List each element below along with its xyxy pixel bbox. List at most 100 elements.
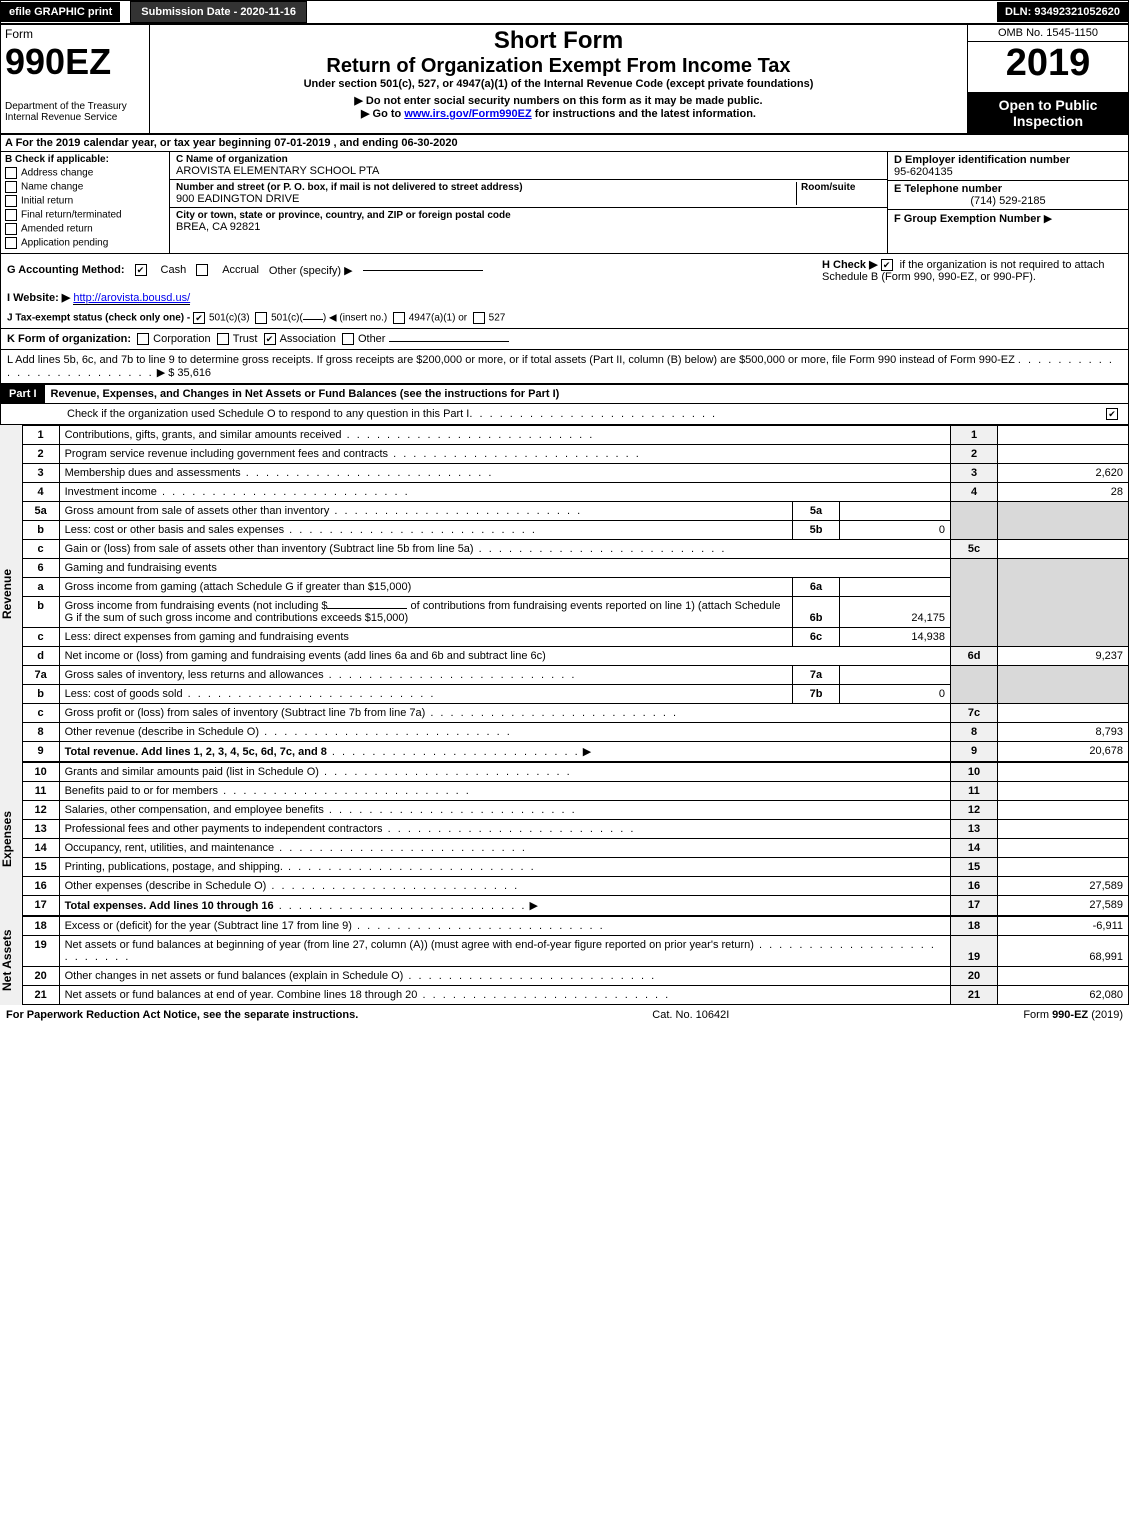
chk-schedule-o[interactable] (1106, 408, 1118, 420)
chk-accrual[interactable] (196, 264, 208, 276)
chk-4947[interactable] (393, 312, 405, 324)
footer-right-c: (2019) (1088, 1009, 1123, 1021)
website-link[interactable]: http://arovista.bousd.us/ (73, 292, 190, 305)
line-desc: Gaming and fundraising events (59, 558, 950, 577)
section-g: G Accounting Method: Cash Accrual Other … (7, 258, 483, 283)
dots-icon (403, 970, 656, 982)
line-desc: Total revenue. Add lines 1, 2, 3, 4, 5c,… (65, 746, 327, 758)
line-num: b (22, 596, 59, 627)
dots-icon (474, 543, 727, 555)
submission-date: Submission Date - 2020-11-16 (130, 1, 307, 23)
title-goto: ▶ Go to www.irs.gov/Form990EZ for instru… (154, 107, 963, 120)
irs-link[interactable]: www.irs.gov/Form990EZ (404, 108, 531, 120)
lbl-final-return: Final return/terminated (21, 209, 122, 220)
org-city: BREA, CA 92821 (176, 221, 881, 233)
dots-icon (388, 448, 641, 460)
phone-value: (714) 529-2185 (894, 195, 1122, 207)
line-desc: Gross amount from sale of assets other t… (65, 505, 330, 517)
chk-initial-return[interactable] (5, 195, 17, 207)
line-desc: Gross profit or (loss) from sales of inv… (65, 707, 426, 719)
chk-association[interactable] (264, 333, 276, 345)
line-amt (998, 966, 1129, 985)
line-num: 18 (22, 916, 59, 935)
c-name-label: C Name of organization (176, 154, 881, 165)
line-box: 4 (951, 482, 998, 501)
line-num: 12 (22, 800, 59, 819)
501c-insert-input[interactable] (303, 319, 323, 320)
line-num: 8 (22, 722, 59, 741)
chk-cash[interactable] (135, 264, 147, 276)
lbl-4947: 4947(a)(1) or (409, 312, 467, 323)
dept-label: Department of the Treasury (5, 101, 145, 112)
chk-527[interactable] (473, 312, 485, 324)
chk-final-return[interactable] (5, 209, 17, 221)
chk-address-change[interactable] (5, 167, 17, 179)
lbl-amended-return: Amended return (21, 223, 93, 234)
lbl-other-specify: Other (specify) ▶ (269, 264, 353, 277)
netassets-vlabel: Net Assets (0, 916, 22, 1005)
part-1-header: Part I Revenue, Expenses, and Changes in… (0, 384, 1129, 404)
line-num: 3 (22, 463, 59, 482)
line-num: 19 (22, 935, 59, 966)
section-h: H Check ▶ if the organization is not req… (822, 258, 1122, 283)
line-num: 17 (22, 895, 59, 915)
line-box: 9 (951, 741, 998, 761)
dots-icon (183, 688, 436, 700)
footer-right: Form 990-EZ (2019) (1023, 1009, 1123, 1021)
line-num: d (22, 646, 59, 665)
line-desc: Other changes in net assets or fund bala… (65, 970, 404, 982)
dots-icon (417, 989, 670, 1001)
expenses-table: 10Grants and similar amounts paid (list … (22, 762, 1129, 916)
chk-501c[interactable] (255, 312, 267, 324)
top-bar: efile GRAPHIC print Submission Date - 20… (0, 0, 1129, 24)
footer-right-b: 990-EZ (1052, 1009, 1088, 1021)
line-num: 9 (22, 741, 59, 761)
line-desc: Membership dues and assessments (65, 467, 241, 479)
chk-application-pending[interactable] (5, 237, 17, 249)
line-amt: 28 (998, 482, 1129, 501)
org-name: AROVISTA ELEMENTARY SCHOOL PTA (176, 165, 881, 177)
line-num: 7a (22, 665, 59, 684)
line-box: 11 (951, 781, 998, 800)
line-box: 7c (951, 703, 998, 722)
line-desc: Other expenses (describe in Schedule O) (65, 880, 267, 892)
expenses-vlabel: Expenses (0, 762, 22, 916)
line-amt (998, 857, 1129, 876)
irs-label: Internal Revenue Service (5, 112, 145, 123)
chk-name-change[interactable] (5, 181, 17, 193)
lbl-501c3: 501(c)(3) (209, 312, 250, 323)
line-num: c (22, 539, 59, 558)
dots-icon (274, 900, 527, 912)
line-box: 14 (951, 838, 998, 857)
shade-cell (998, 665, 1129, 703)
chk-schedule-b[interactable] (881, 259, 893, 271)
l-amount-label: ▶ $ (157, 367, 175, 379)
title-short: Short Form (154, 27, 963, 55)
l-text: L Add lines 5b, 6c, and 7b to line 9 to … (7, 354, 1015, 366)
netassets-section: Net Assets 18Excess or (deficit) for the… (0, 916, 1129, 1005)
dots-icon (342, 429, 595, 441)
arrow-icon (580, 746, 592, 758)
chk-corporation[interactable] (137, 333, 149, 345)
inner-amt (840, 501, 951, 520)
other-org-input[interactable] (389, 341, 509, 342)
line-desc: Net assets or fund balances at end of ye… (65, 989, 418, 1001)
line-box: 5c (951, 539, 998, 558)
contrib-input[interactable] (327, 608, 407, 609)
dots-icon (274, 842, 527, 854)
title-warn: ▶ Do not enter social security numbers o… (154, 94, 963, 107)
part-1-check-row: Check if the organization used Schedule … (0, 404, 1129, 425)
line-amt: -6,911 (998, 916, 1129, 935)
chk-other-org[interactable] (342, 333, 354, 345)
other-specify-input[interactable] (363, 270, 483, 271)
line-desc: Net income or (loss) from gaming and fun… (59, 646, 950, 665)
chk-trust[interactable] (217, 333, 229, 345)
line-desc: Program service revenue including govern… (65, 448, 388, 460)
arrow-icon (526, 900, 538, 912)
line-box: 20 (951, 966, 998, 985)
chk-amended-return[interactable] (5, 223, 17, 235)
line-num: 2 (22, 444, 59, 463)
inner-box: 5a (793, 501, 840, 520)
f-label: F Group Exemption Number (894, 213, 1041, 225)
chk-501c3[interactable] (193, 312, 205, 324)
